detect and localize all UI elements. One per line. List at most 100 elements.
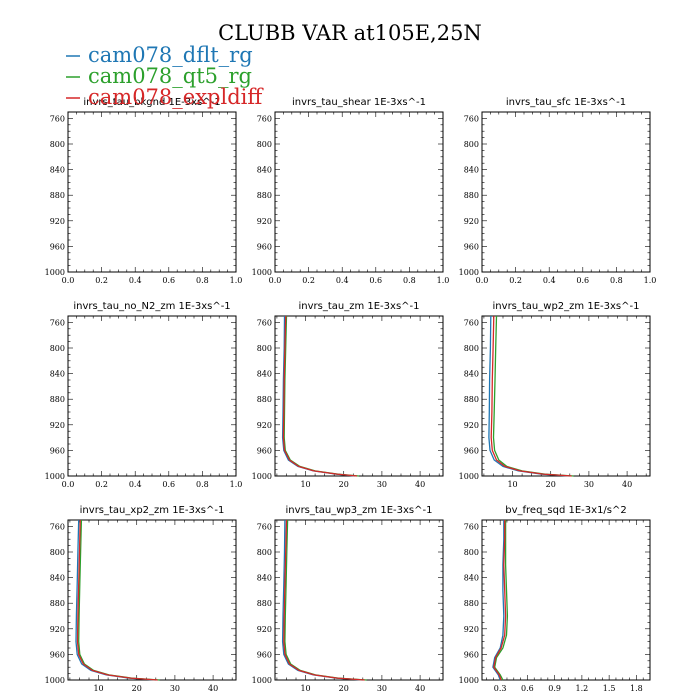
x-tick-label: 1.0 <box>230 276 243 285</box>
y-tick-label: 840 <box>50 370 65 379</box>
panel-6: invrs_tau_xp2_zm 1E-3xs^-1 760 800 840 880 92… <box>45 505 237 693</box>
x-tick-label: 0.2 <box>302 276 315 285</box>
panel-title: invrs_tau_sfc 1E-3xs^-1 <box>506 97 626 108</box>
x-tick-label: 0.6 <box>162 276 175 285</box>
y-tick-label: 1000 <box>459 268 479 277</box>
y-tick-label: 760 <box>464 522 479 531</box>
y-tick-label: 920 <box>50 421 65 430</box>
panel-title: invrs_tau_zm 1E-3xs^-1 <box>298 301 419 312</box>
x-tick-label: 40 <box>415 480 425 489</box>
x-tick-label: 0.0 <box>62 276 75 285</box>
y-tick-label: 760 <box>50 522 65 531</box>
y-tick-label: 800 <box>464 344 479 353</box>
panel-title: invrs_tau_shear 1E-3xs^-1 <box>292 97 426 108</box>
y-tick-label: 800 <box>50 548 65 557</box>
y-tick-label: 800 <box>464 548 479 557</box>
x-tick-label: 20 <box>132 684 142 693</box>
panel-title: invrs_tau_no_N2_zm 1E-3xs^-1 <box>73 301 230 312</box>
y-tick-label: 840 <box>464 166 479 175</box>
x-tick-label: 30 <box>584 480 594 489</box>
y-tick-label: 1000 <box>252 676 272 685</box>
series-line-2 <box>283 519 365 681</box>
plot-frame <box>274 111 444 273</box>
y-tick-label: 800 <box>464 140 479 149</box>
legend-entry: cam078_qt5_rg <box>88 64 252 88</box>
y-tick-label: 840 <box>257 166 272 175</box>
legend: cam078_dflt_rgcam078_qt5_rgcam078_expldi… <box>66 43 264 109</box>
series-line-2 <box>490 315 572 477</box>
x-tick-label: 0.0 <box>269 276 282 285</box>
y-tick-label: 840 <box>257 574 272 583</box>
x-tick-label: 0.2 <box>95 276 108 285</box>
x-tick-label: 0.9 <box>548 684 561 693</box>
panel-4: invrs_tau_zm 1E-3xs^-1 760 800 840 880 920 960… <box>252 301 444 489</box>
x-tick-label: 0.0 <box>62 480 75 489</box>
y-tick-label: 880 <box>50 191 65 200</box>
panel-title: invrs_tau_xp2_zm 1E-3xs^-1 <box>80 505 225 516</box>
y-tick-label: 1000 <box>252 472 272 481</box>
y-tick-label: 880 <box>257 395 272 404</box>
x-tick-label: 1.8 <box>630 684 643 693</box>
y-tick-label: 920 <box>464 625 479 634</box>
y-tick-label: 960 <box>464 446 479 455</box>
y-tick-label: 960 <box>464 242 479 251</box>
x-tick-label: 0.4 <box>336 276 349 285</box>
y-tick-label: 920 <box>50 217 65 226</box>
series-line-1 <box>78 519 160 681</box>
plot-frame <box>274 519 444 681</box>
x-tick-label: 40 <box>415 684 425 693</box>
y-tick-label: 920 <box>257 625 272 634</box>
plot-frame <box>274 315 444 477</box>
y-tick-label: 840 <box>50 166 65 175</box>
series-line-1 <box>492 315 574 477</box>
y-tick-label: 960 <box>257 242 272 251</box>
x-tick-label: 0.8 <box>196 276 209 285</box>
y-tick-label: 960 <box>50 242 65 251</box>
x-tick-label: 0.8 <box>403 276 416 285</box>
y-tick-label: 880 <box>464 191 479 200</box>
x-tick-label: 0.6 <box>521 684 534 693</box>
x-tick-label: 0.3 <box>494 684 507 693</box>
series-line-0 <box>488 315 570 477</box>
panel-7: invrs_tau_wp3_zm 1E-3xs^-1 760 800 840 880 92… <box>252 505 444 693</box>
x-tick-label: 0.2 <box>509 276 522 285</box>
series-line-1 <box>283 315 360 477</box>
panel-5: invrs_tau_wp2_zm 1E-3xs^-1 760 800 840 880 92… <box>459 301 651 489</box>
series-line-2 <box>493 520 507 681</box>
y-tick-label: 880 <box>257 191 272 200</box>
plot-frame <box>481 111 651 273</box>
series-line-0 <box>281 519 363 681</box>
x-tick-label: 30 <box>377 684 387 693</box>
y-tick-label: 1000 <box>459 472 479 481</box>
y-tick-label: 880 <box>464 599 479 608</box>
x-tick-label: 30 <box>377 480 387 489</box>
y-tick-label: 920 <box>257 421 272 430</box>
y-tick-label: 760 <box>257 522 272 531</box>
x-tick-label: 0.4 <box>543 276 556 285</box>
y-tick-label: 1000 <box>459 676 479 685</box>
y-tick-label: 760 <box>464 318 479 327</box>
y-tick-label: 920 <box>464 217 479 226</box>
panel-title: bv_freq_sqd 1E-3x1/s^2 <box>505 505 627 516</box>
panel-title: invrs_tau_bkgnd 1E-3xs^-1 <box>83 97 220 108</box>
x-tick-label: 20 <box>339 480 349 489</box>
x-tick-label: 0.6 <box>576 276 589 285</box>
series-line-0 <box>75 519 156 681</box>
panel-2: invrs_tau_sfc 1E-3xs^-1 760 800 840 880 920 96… <box>459 97 657 285</box>
panels: invrs_tau_bkgnd 1E-3xs^-1 760 800 840 880 920… <box>45 97 657 693</box>
y-tick-label: 880 <box>464 395 479 404</box>
plot-frame <box>481 519 651 681</box>
x-tick-label: 1.2 <box>576 684 589 693</box>
y-tick-label: 840 <box>257 370 272 379</box>
y-tick-label: 840 <box>50 574 65 583</box>
panel-8: bv_freq_sqd 1E-3x1/s^2 760 800 840 880 920 960… <box>459 505 651 693</box>
y-tick-label: 960 <box>257 446 272 455</box>
panel-1: invrs_tau_shear 1E-3xs^-1 760 800 840 880 920… <box>252 97 450 285</box>
y-tick-label: 1000 <box>252 268 272 277</box>
y-tick-label: 1000 <box>45 472 65 481</box>
y-tick-label: 760 <box>464 114 479 123</box>
x-tick-label: 30 <box>170 684 180 693</box>
y-tick-label: 1000 <box>45 268 65 277</box>
x-tick-label: 0.6 <box>162 480 175 489</box>
